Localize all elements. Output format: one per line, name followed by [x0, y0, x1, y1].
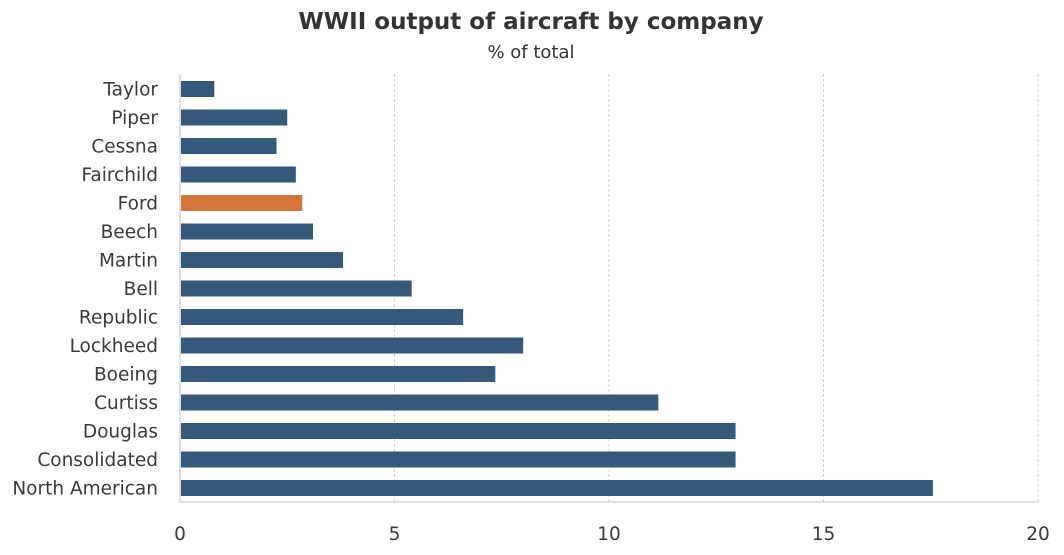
bar-taylor — [181, 81, 215, 97]
bar-consolidated — [181, 451, 736, 468]
bar-piper — [181, 109, 288, 126]
category-label-ford: Ford — [118, 194, 158, 215]
x-tick-label-10: 10 — [597, 524, 621, 545]
category-label-fairchild: Fairchild — [81, 165, 158, 186]
bar-bell — [181, 280, 412, 297]
category-label-republic: Republic — [79, 308, 158, 329]
bar-north-american — [181, 480, 933, 496]
category-label-piper: Piper — [111, 108, 158, 129]
bar-ford — [181, 195, 303, 211]
category-label-consolidated: Consolidated — [37, 450, 158, 471]
bar-republic — [181, 309, 464, 325]
category-label-boeing: Boeing — [94, 365, 158, 386]
category-label-curtiss: Curtiss — [94, 393, 158, 414]
bar-lockheed — [181, 337, 524, 354]
x-axis-tick-labels: 0 5 10 15 20 — [174, 524, 1050, 545]
bars — [181, 81, 933, 496]
category-label-bell: Bell — [124, 279, 158, 300]
category-label-lockheed: Lockheed — [70, 336, 158, 357]
x-tick-label-15: 15 — [812, 524, 836, 545]
category-labels: Taylor Piper Cessna Fairchild Ford Beech Marti… — [12, 80, 158, 500]
x-tick-label-20: 20 — [1026, 524, 1050, 545]
chart-subtitle: % of total — [487, 42, 574, 63]
bar-cessna — [181, 138, 277, 154]
category-label-taylor: Taylor — [102, 80, 158, 101]
chart-title: WWII output of aircraft by company — [298, 9, 763, 35]
category-label-beech: Beech — [101, 222, 158, 243]
category-label-martin: Martin — [99, 251, 158, 272]
category-label-cessna: Cessna — [91, 137, 158, 158]
bar-curtiss — [181, 394, 659, 411]
bar-beech — [181, 223, 313, 240]
bar-douglas — [181, 423, 736, 439]
x-tick-label-5: 5 — [389, 524, 401, 545]
bar-boeing — [181, 366, 496, 382]
bar-fairchild — [181, 166, 296, 183]
category-label-douglas: Douglas — [83, 422, 158, 443]
bar-martin — [181, 252, 344, 268]
category-label-north-american: North American — [12, 479, 158, 500]
x-tick-label-0: 0 — [174, 524, 186, 545]
